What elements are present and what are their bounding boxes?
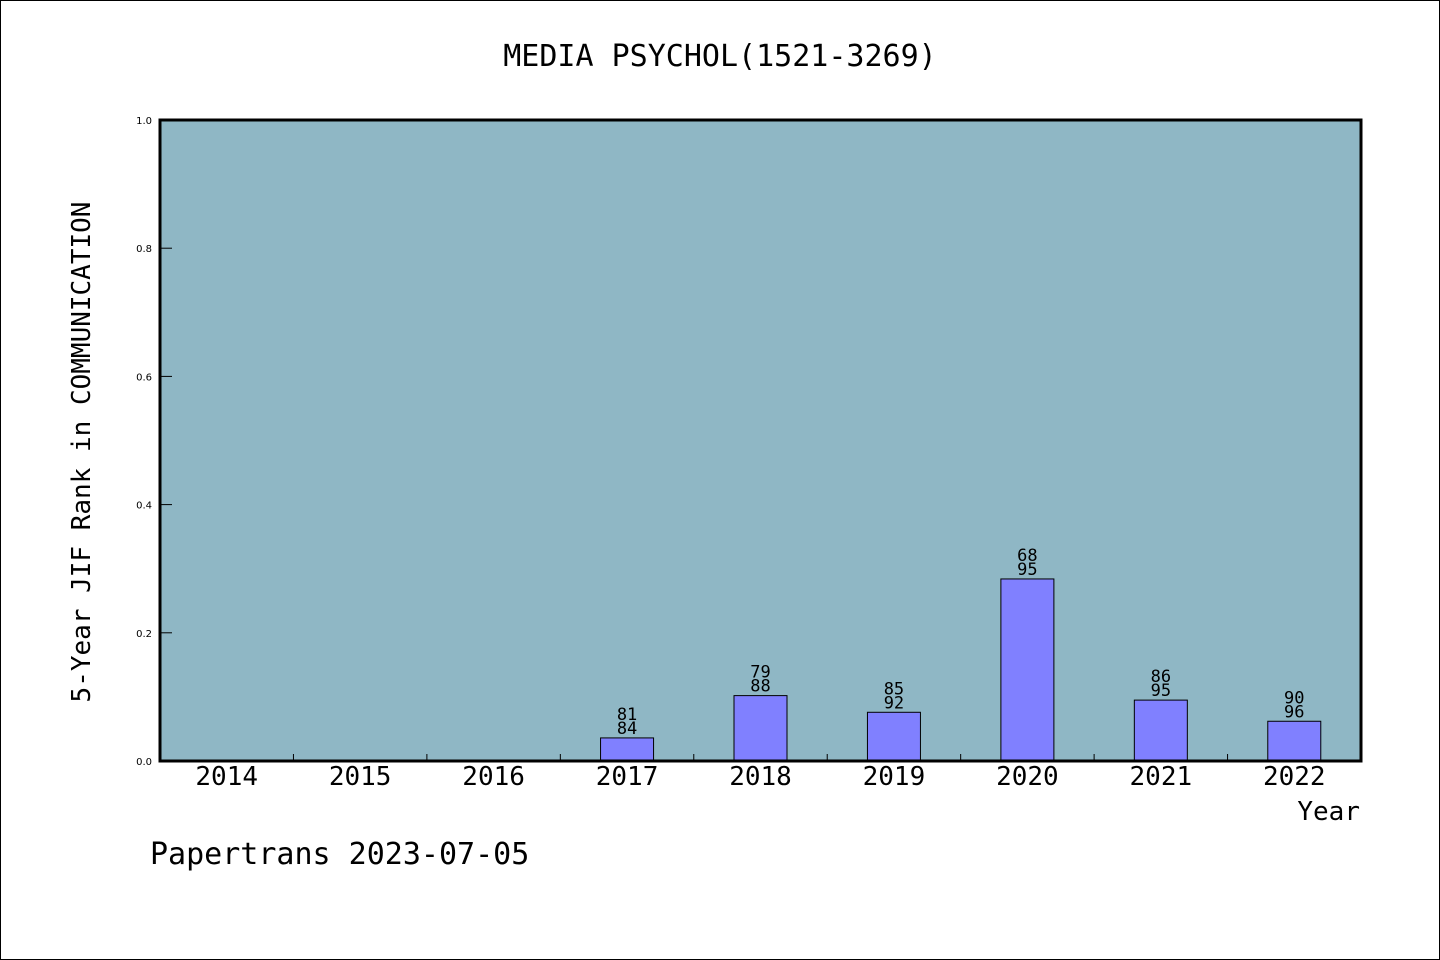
- bar-label-2022: 96: [1284, 702, 1304, 722]
- bar-label-2018: 88: [750, 677, 770, 697]
- bar-label-2021: 95: [1151, 681, 1171, 701]
- plot-border: [158, 118, 1363, 763]
- x-tick-label: 2016: [462, 762, 525, 792]
- y-tick-label: 1.0: [136, 116, 152, 127]
- bar-2018: [733, 695, 788, 762]
- y-tick-label: 0.6: [136, 372, 152, 383]
- bar-2020: [1000, 578, 1055, 762]
- x-tick-label: 2015: [329, 762, 392, 792]
- y-tick-label: 0.2: [136, 629, 152, 640]
- x-axis-label: Year: [1297, 797, 1360, 827]
- y-tick-label: 0.4: [136, 501, 152, 512]
- x-tick-label: 2018: [729, 762, 792, 792]
- x-tick-label: 2020: [996, 762, 1059, 792]
- y-axis-label: 5-Year JIF Rank in COMMUNICATION: [67, 202, 97, 703]
- bar-label-2019: 92: [884, 693, 904, 713]
- x-tick-label: 2022: [1263, 762, 1326, 792]
- x-tick-label: 2017: [596, 762, 659, 792]
- x-tick-label: 2014: [195, 762, 258, 792]
- bar-2021: [1133, 699, 1188, 762]
- y-tick-label: 0.0: [136, 757, 152, 768]
- x-tick-label: 2021: [1130, 762, 1193, 792]
- chart-title: MEDIA PSYCHOL(1521-3269): [503, 39, 936, 74]
- bar-2022: [1267, 720, 1322, 762]
- bar-label-2017: 81: [617, 705, 637, 725]
- plot-area: [160, 120, 1361, 761]
- bar-label-2017: 84: [617, 719, 637, 739]
- bar-label-2020: 95: [1017, 560, 1037, 580]
- bar-label-2020: 68: [1017, 546, 1037, 566]
- x-tick-label: 2019: [863, 762, 926, 792]
- y-tick-label: 0.8: [136, 244, 152, 255]
- bar-label-2018: 79: [750, 663, 770, 683]
- bar-label-2019: 85: [884, 679, 904, 699]
- bar-2017: [600, 737, 655, 762]
- bar-label-2022: 90: [1284, 688, 1304, 708]
- bar-2019: [866, 711, 921, 762]
- bar-label-2021: 86: [1151, 667, 1171, 687]
- footer-source: Papertrans 2023-07-05: [150, 837, 529, 872]
